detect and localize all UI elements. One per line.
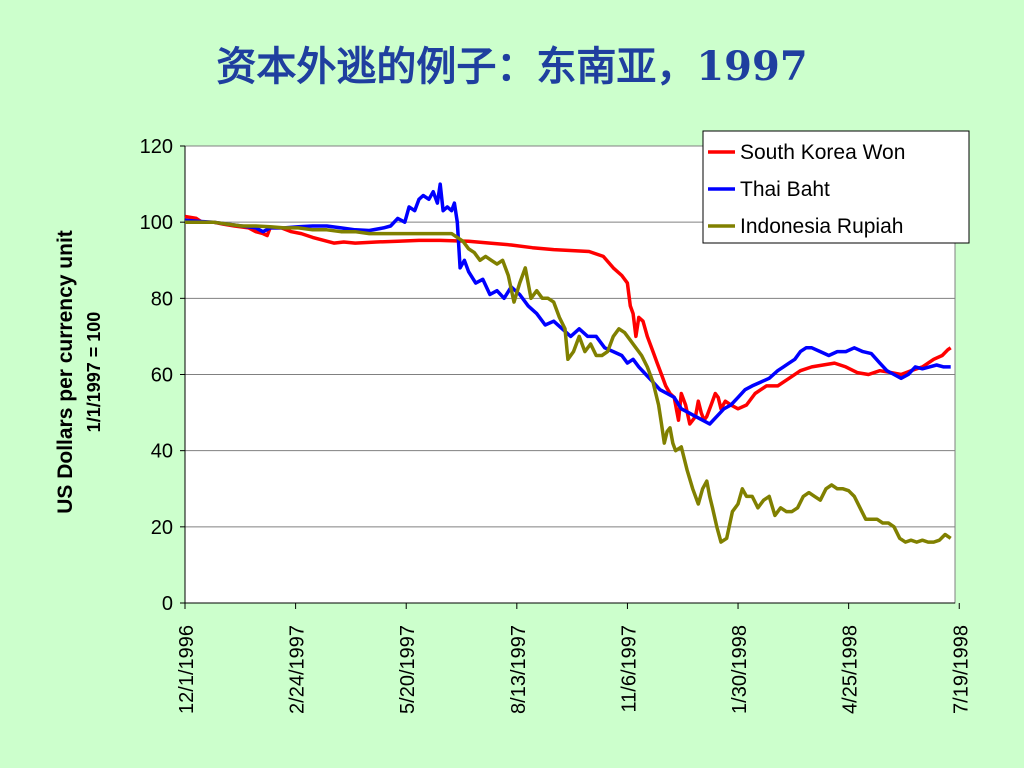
y-axis-title: US Dollars per currency unit [54, 230, 77, 514]
legend-entry-label: Thai Baht [740, 178, 830, 201]
x-tick-label: 5/20/1997 [397, 625, 419, 714]
legend-entry-label: South Korea Won [740, 141, 905, 164]
y-tick-label: 80 [151, 288, 173, 310]
legend: South Korea Won Thai Baht Indonesia Rupiah [702, 130, 970, 244]
series-line-south-korea-won [184, 214, 952, 426]
series-line-indonesia-rupiah [185, 220, 952, 544]
y-tick-labels: 0 20 40 60 80 100 120 [140, 136, 185, 615]
legend-entry-label: Indonesia Rupiah [740, 215, 903, 238]
x-tick-label: 1/30/1998 [729, 625, 751, 714]
x-tick-label: 8/13/1997 [508, 625, 530, 714]
y-tick-label: 20 [151, 517, 173, 539]
series-line-thai-baht [184, 182, 951, 426]
y-axis-sublabel: 1/1/1997 = 100 [84, 312, 104, 433]
x-tick-labels: 12/1/1996 2/24/1997 5/20/1997 8/13/1997 11/6… [176, 603, 972, 714]
series-lines [184, 182, 952, 544]
x-tick-label: 4/25/1998 [840, 625, 862, 714]
y-tick-label: 60 [151, 365, 173, 387]
x-tick-label: 11/6/1997 [618, 625, 640, 713]
x-tick-label: 12/1/1996 [176, 625, 198, 714]
y-tick-label: 120 [140, 136, 173, 158]
x-tick-label: 7/19/1998 [950, 625, 972, 714]
legend-box [702, 130, 970, 244]
y-tick-label: 0 [162, 593, 173, 615]
y-axis-subtitle: 1/1/1997 = 100 [84, 312, 104, 433]
y-axis-label: US Dollars per currency unit [54, 230, 77, 514]
y-tick-label: 40 [151, 441, 173, 463]
x-tick-label: 2/24/1997 [287, 625, 309, 714]
slide-title: 资本外逃的例子：东南亚，1997 [216, 43, 808, 90]
y-tick-label: 100 [140, 212, 173, 234]
